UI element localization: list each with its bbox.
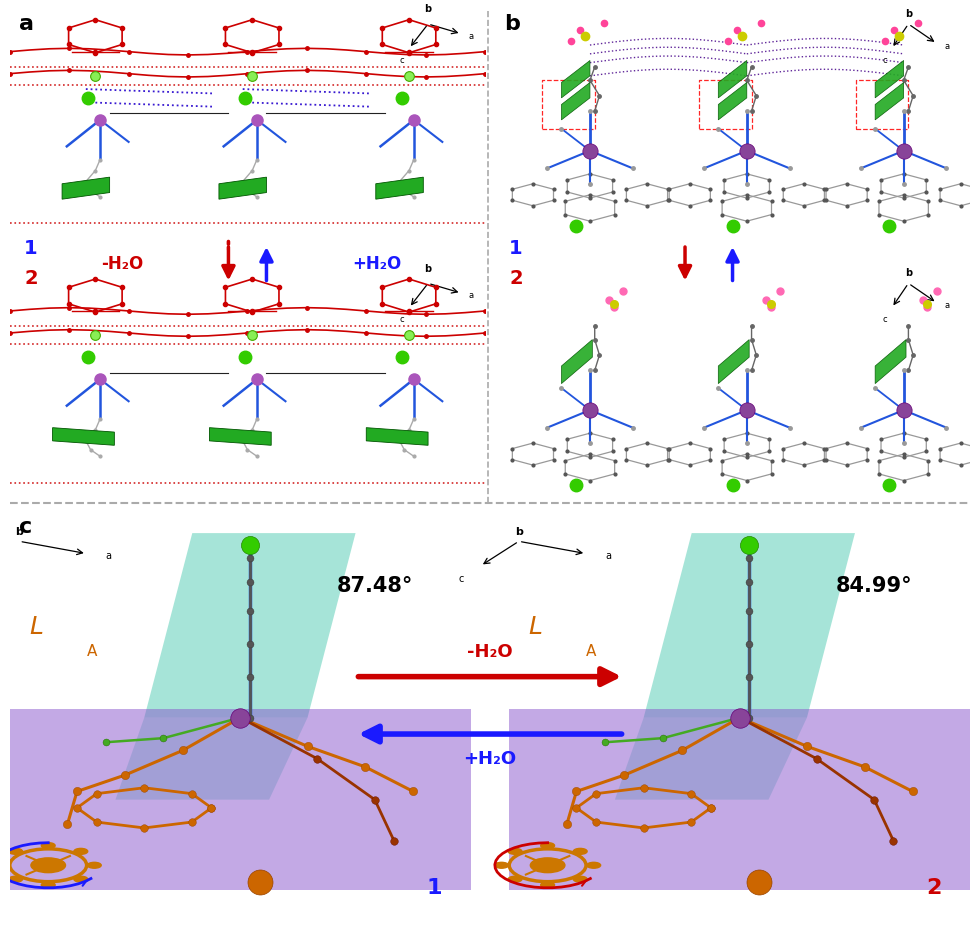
Text: $\mathit{L}$: $\mathit{L}$ xyxy=(528,615,543,639)
Text: 1: 1 xyxy=(24,240,37,258)
Text: A: A xyxy=(86,644,97,659)
Polygon shape xyxy=(875,61,904,98)
Text: 2: 2 xyxy=(510,268,522,288)
Polygon shape xyxy=(875,82,904,120)
Text: -H₂O: -H₂O xyxy=(467,643,513,661)
Text: a: a xyxy=(20,14,34,34)
Text: b: b xyxy=(905,268,912,279)
Polygon shape xyxy=(562,82,590,120)
Polygon shape xyxy=(10,709,470,890)
Circle shape xyxy=(41,882,55,888)
Text: a: a xyxy=(606,551,612,561)
Circle shape xyxy=(587,862,601,869)
Text: +H₂O: +H₂O xyxy=(352,254,401,273)
Text: a: a xyxy=(468,32,473,41)
Circle shape xyxy=(74,848,88,855)
Polygon shape xyxy=(562,61,590,98)
Text: b: b xyxy=(424,264,431,274)
Circle shape xyxy=(508,848,522,855)
Text: A: A xyxy=(586,644,597,659)
Polygon shape xyxy=(62,177,110,199)
Text: a: a xyxy=(944,301,950,309)
Text: 1: 1 xyxy=(426,878,442,898)
Polygon shape xyxy=(144,533,356,718)
Circle shape xyxy=(9,876,23,883)
Polygon shape xyxy=(614,718,807,800)
Text: a: a xyxy=(944,42,950,50)
Text: -H₂O: -H₂O xyxy=(101,254,143,273)
Text: 1: 1 xyxy=(510,240,522,258)
Polygon shape xyxy=(53,428,115,445)
Text: c: c xyxy=(400,315,404,324)
Text: 87.48°: 87.48° xyxy=(336,576,413,596)
Circle shape xyxy=(74,876,88,883)
Text: a: a xyxy=(106,551,112,561)
Circle shape xyxy=(541,882,555,888)
Text: $\mathit{L}$: $\mathit{L}$ xyxy=(29,615,43,639)
Polygon shape xyxy=(644,533,855,718)
Circle shape xyxy=(573,876,587,883)
Polygon shape xyxy=(375,177,423,199)
Polygon shape xyxy=(875,339,906,384)
Circle shape xyxy=(573,848,587,855)
Text: c: c xyxy=(882,315,887,324)
Circle shape xyxy=(41,843,55,848)
Text: 2: 2 xyxy=(926,878,942,898)
Text: c: c xyxy=(20,516,32,537)
Circle shape xyxy=(0,862,9,869)
Polygon shape xyxy=(562,339,592,384)
Circle shape xyxy=(9,848,23,855)
Polygon shape xyxy=(116,718,308,800)
Text: b: b xyxy=(505,14,520,34)
Polygon shape xyxy=(367,428,428,445)
Circle shape xyxy=(87,862,101,869)
Text: b: b xyxy=(514,528,522,537)
Text: 2: 2 xyxy=(24,268,37,288)
Text: b: b xyxy=(16,528,24,537)
Text: b: b xyxy=(905,9,912,19)
Polygon shape xyxy=(718,339,749,384)
Polygon shape xyxy=(718,82,747,120)
Polygon shape xyxy=(718,61,747,98)
Circle shape xyxy=(495,862,509,869)
Polygon shape xyxy=(219,177,267,199)
Text: c: c xyxy=(459,574,464,584)
Circle shape xyxy=(541,843,555,848)
Text: 84.99°: 84.99° xyxy=(836,576,912,596)
Circle shape xyxy=(530,857,564,872)
Text: +H₂O: +H₂O xyxy=(464,749,516,768)
Polygon shape xyxy=(510,709,970,890)
Text: a: a xyxy=(468,291,473,300)
Circle shape xyxy=(31,857,66,872)
Polygon shape xyxy=(210,428,271,445)
Text: c: c xyxy=(400,56,404,65)
Text: b: b xyxy=(424,5,431,14)
Circle shape xyxy=(508,876,522,883)
Text: c: c xyxy=(882,56,887,65)
